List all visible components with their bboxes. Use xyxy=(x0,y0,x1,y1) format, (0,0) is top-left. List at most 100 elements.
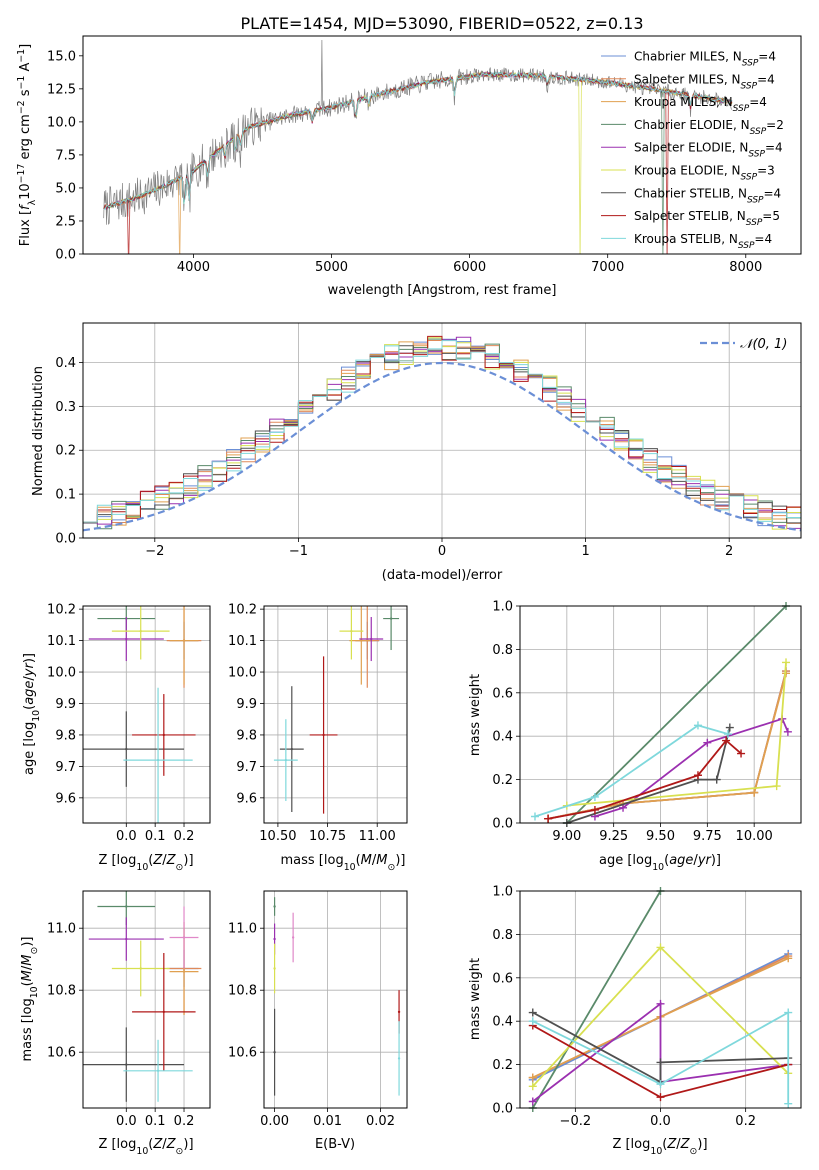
data-point-kroupa-elodie xyxy=(350,629,353,633)
axes-mass-age: 10.50 10.75 11.00 9.6 9.7 9.8 9.9 10.0 10.1 10.2 xyxy=(228,603,408,844)
y-tick-label: 0.0 xyxy=(55,532,76,547)
y-tick-label: 10.6 xyxy=(228,1046,257,1061)
y-tick-label: 10.0 xyxy=(47,666,76,681)
x-tick-label: 0.2 xyxy=(735,1114,756,1129)
y-tick-label: 1.0 xyxy=(492,885,513,900)
data-point-extra-pink xyxy=(182,936,186,939)
axes-ebv-mass: 0.00 0.01 0.02 10.6 10.8 11.0 xyxy=(228,890,408,1129)
y-tick-label: 10.0 xyxy=(228,666,257,681)
x-tick-label: 0.0 xyxy=(650,1114,671,1129)
x-axis-label: Z [log10(Z/Z⊙)] xyxy=(98,853,193,873)
x-tick-label: −0.2 xyxy=(560,1114,592,1129)
axes-z-weight: −0.2 0.0 0.2 0.0 0.2 0.4 0.6 0.8 1.0 xyxy=(492,885,802,1129)
plot-area-spectrum xyxy=(103,39,733,254)
y-tick-label: 2.5 xyxy=(55,214,76,229)
data-point-chabrier-elodie xyxy=(389,617,393,620)
y-tick-label: 0.4 xyxy=(492,730,513,745)
data-point-kroupa-stelib xyxy=(284,758,288,762)
normal-distribution-curve xyxy=(83,361,801,532)
y-tick-label: 9.8 xyxy=(55,728,76,743)
data-point-extra-pink xyxy=(291,936,295,939)
plot-area-residuals xyxy=(83,335,801,538)
marker-kroupa-elodie xyxy=(772,782,781,791)
x-tick-label: 4000 xyxy=(177,260,210,275)
y-tick-label: 15.0 xyxy=(47,49,76,64)
x-tick-label: 9.75 xyxy=(693,829,722,844)
axes-z-mass: 0.0 0.1 0.2 10.6 10.8 11.0 xyxy=(47,890,211,1129)
axes-frame xyxy=(82,35,802,255)
marker-salpeter-stelib xyxy=(544,814,553,823)
x-tick-label: 10.00 xyxy=(736,829,773,844)
legend-entry: Chabrier ELODIE, NSSP=2 xyxy=(634,118,784,137)
x-tick-label: 0.01 xyxy=(313,1114,342,1129)
x-tick-label: 0 xyxy=(438,544,446,559)
axes-frame xyxy=(263,890,408,1109)
x-tick-label: 8000 xyxy=(729,260,762,275)
marker-salpeter-stelib xyxy=(737,749,746,758)
y-tick-label: 9.9 xyxy=(236,697,257,712)
data-point-chabrier-stelib xyxy=(273,1051,276,1054)
marker-salpeter-stelib xyxy=(590,805,599,814)
y-tick-label: 9.6 xyxy=(236,791,257,806)
legend-entry: Kroupa STELIB, NSSP=4 xyxy=(634,232,772,251)
data-point-chabrier-stelib xyxy=(125,747,128,751)
series-line-chabrier-elodie xyxy=(532,890,662,1109)
y-tick-label: 0.6 xyxy=(492,686,513,701)
data-point-kroupa-elodie xyxy=(139,967,142,970)
data-point-salpeter-stelib xyxy=(397,1010,401,1014)
y-tick-label: 12.5 xyxy=(47,82,76,97)
marker-kroupa-stelib xyxy=(723,730,732,739)
marker-kroupa-stelib xyxy=(784,1099,793,1108)
x-axis-label: mass [log10(M/M⊙)] xyxy=(281,853,406,873)
y-axis-label: Flux [fλ10−17 erg cm−2 s−1 A−1] xyxy=(16,44,38,246)
y-tick-label: 0.3 xyxy=(55,400,76,415)
data-point-kroupa-stelib xyxy=(156,758,160,762)
plot-area-mass-age xyxy=(273,606,400,814)
data-point-salpeter-stelib xyxy=(322,733,325,737)
marker-kroupa-stelib xyxy=(656,1080,665,1089)
marker-kroupa-stelib xyxy=(530,812,539,821)
x-tick-label: 0.1 xyxy=(145,1114,166,1129)
x-tick-label: 9.25 xyxy=(599,829,628,844)
axes-z-age: 0.0 0.1 0.2 9.6 9.7 9.8 9.9 10.0 10.1 10.2 xyxy=(47,603,211,844)
x-tick-label: 1 xyxy=(581,544,589,559)
chart-title: PLATE=1454, MJD=53090, FIBERID=0522, z=0… xyxy=(240,14,643,33)
data-point-kroupa-miles xyxy=(360,639,363,642)
marker-salpeter-stelib xyxy=(656,1093,665,1102)
x-tick-label: 5000 xyxy=(315,260,348,275)
y-tick-label: 0.2 xyxy=(55,444,76,459)
y-tick-label: 10.1 xyxy=(228,634,257,649)
observed-spectrum-line xyxy=(103,39,732,225)
marker-salpeter-stelib xyxy=(722,736,731,745)
y-tick-label: 10.8 xyxy=(228,984,257,999)
y-tick-label: 0.0 xyxy=(55,248,76,263)
x-tick-label: 0.0 xyxy=(116,829,137,844)
x-tick-label: 0.1 xyxy=(145,829,166,844)
marker-kroupa-miles xyxy=(750,788,759,797)
marker-salpeter-stelib xyxy=(693,771,702,780)
series-line-chabrier-stelib xyxy=(532,1011,789,1084)
x-tick-label: 0.0 xyxy=(116,1114,137,1129)
marker-kroupa-miles xyxy=(784,954,793,963)
series-line-chabrier-elodie xyxy=(566,605,787,824)
y-tick-label: 0.4 xyxy=(492,1015,513,1030)
axes-residuals: −2 −1 0 1 2 0.0 0.1 0.2 0.3 0.4 xyxy=(55,322,802,559)
axes-frame xyxy=(519,890,802,1109)
axes-frame xyxy=(82,322,802,539)
marker-chabrier-stelib xyxy=(656,1058,665,1067)
marker-chabrier-stelib xyxy=(528,1008,537,1017)
x-axis-label: Z [log10(Z/Z⊙)] xyxy=(612,1137,707,1157)
legend-entry: Chabrier MILES, NSSP=4 xyxy=(634,50,776,69)
legend-entry: Salpeter STELIB, NSSP=5 xyxy=(634,209,780,228)
data-point-salpeter-stelib xyxy=(162,1010,166,1014)
marker-salpeter-elodie xyxy=(656,999,665,1008)
legend-entry: 𝒩(0, 1) xyxy=(740,337,787,352)
axes-age-weight: 9.00 9.25 9.50 9.75 10.00 0.0 0.2 0.4 0.6 0.8 1.0 xyxy=(492,600,802,844)
x-tick-label: 0.00 xyxy=(260,1114,289,1129)
plot-area-ebv-mass xyxy=(273,897,401,1096)
marker-salpeter-elodie xyxy=(783,727,792,736)
histogram-kroupa-stelib xyxy=(83,340,801,538)
data-point-kroupa-miles xyxy=(182,639,186,642)
y-tick-label: 9.6 xyxy=(55,791,76,806)
